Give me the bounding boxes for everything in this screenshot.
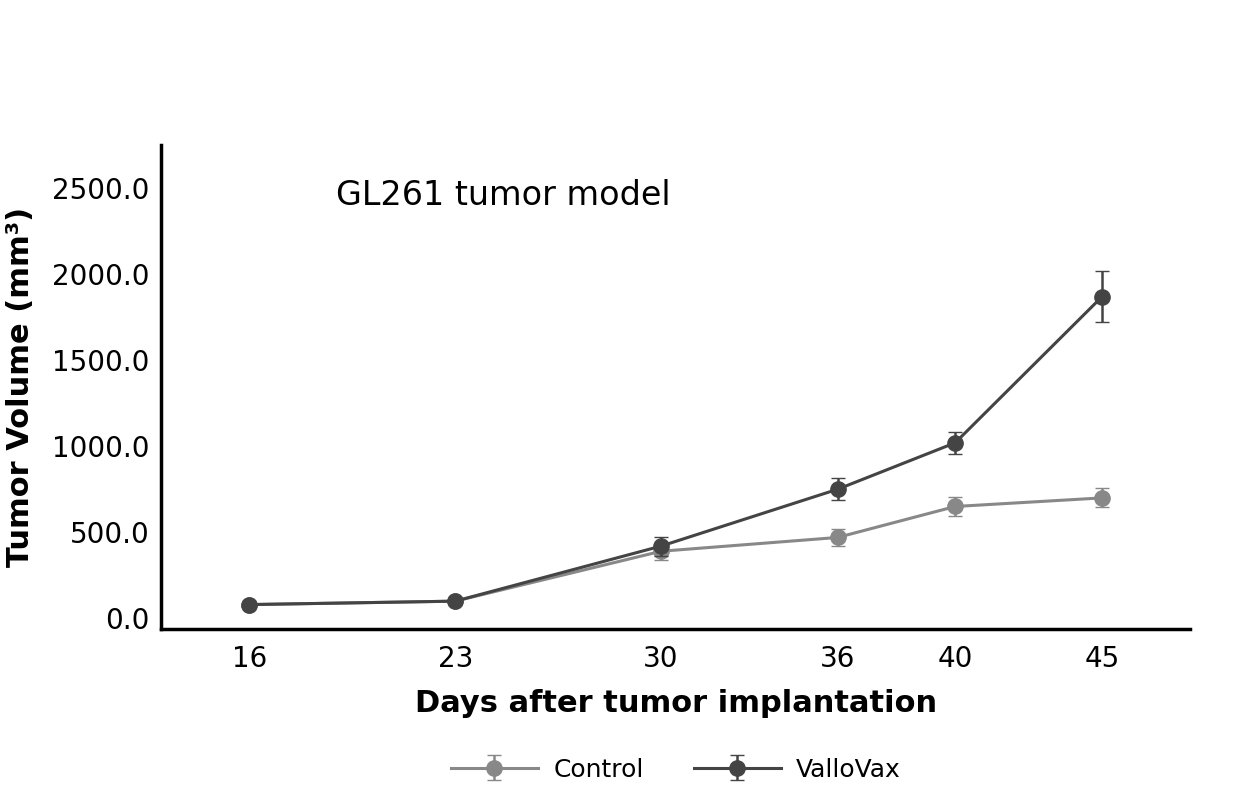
Text: GL261 tumor model: GL261 tumor model — [336, 179, 671, 212]
Legend: Control, ValloVax: Control, ValloVax — [440, 748, 911, 791]
X-axis label: Days after tumor implantation: Days after tumor implantation — [414, 689, 937, 718]
Y-axis label: Tumor Volume (mm³): Tumor Volume (mm³) — [6, 207, 35, 567]
